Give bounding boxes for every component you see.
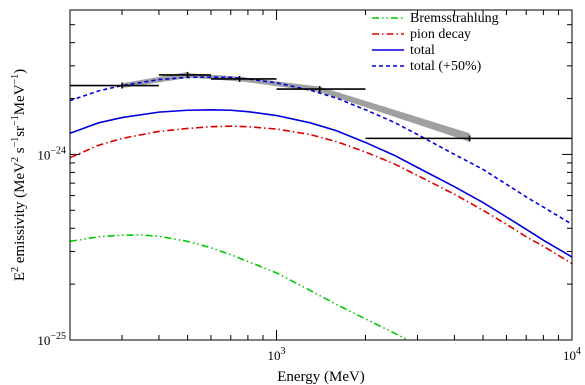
tick-labels: 103 104 10−25 10−24 — [37, 145, 581, 363]
systematic-bands — [122, 72, 470, 142]
x-axis-title: Energy (MeV) — [277, 369, 365, 385]
series-line — [70, 234, 410, 340]
y-tick-label: 10−24 — [37, 145, 66, 162]
series-line — [70, 76, 572, 226]
axis-ticks — [69, 9, 573, 341]
y-tick-label: 10−25 — [37, 331, 66, 348]
legend-label: total (+50%) — [410, 59, 482, 74]
x-tick-label: 103 — [268, 346, 286, 363]
legend-label: Bremsstrahlung — [410, 11, 499, 26]
x-tick-label: 104 — [563, 346, 581, 363]
series-line — [70, 108, 572, 258]
legend-label: pion decay — [410, 27, 471, 42]
model-curves — [70, 76, 572, 340]
data-points — [70, 71, 572, 142]
systematic-band — [319, 86, 470, 142]
legend-label: total — [410, 43, 435, 58]
series-line — [70, 125, 572, 265]
y-axis-title: E2 emissivity (MeV2 s−1sr−1MeV−1) — [10, 69, 28, 281]
plot-frame — [69, 9, 573, 341]
